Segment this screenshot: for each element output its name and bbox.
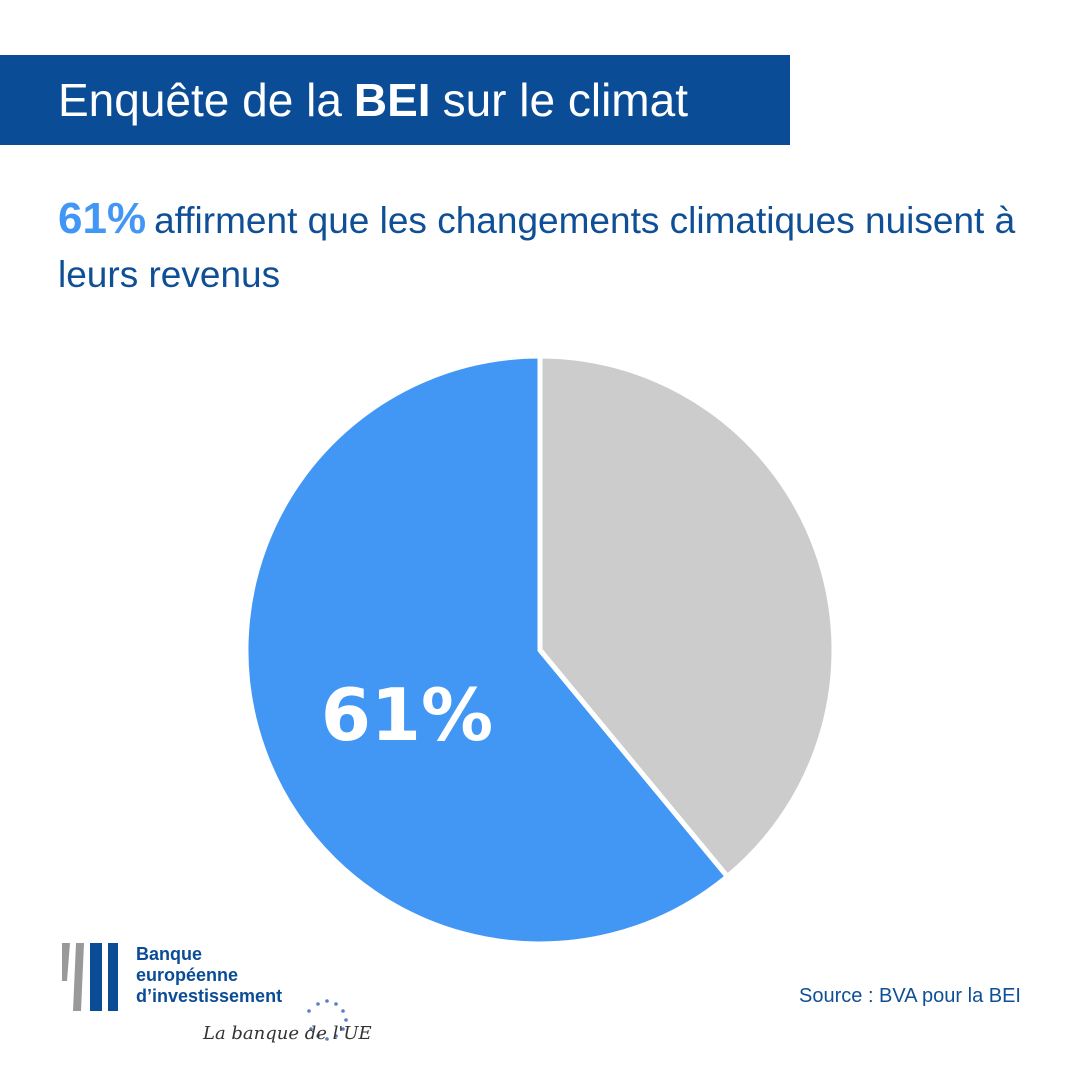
logo-bar-blue-2 — [108, 943, 118, 1011]
logo-tagline: La banque de l'UE — [203, 1023, 372, 1044]
slice-label-0: 61% — [321, 673, 493, 757]
title-prefix: Enquête de la — [58, 74, 342, 126]
logo-line-2: européenne — [136, 965, 239, 985]
pie-slice-1 — [537, 353, 837, 880]
logo-wordmark: Banque européenne d’investissement — [136, 944, 282, 1007]
logo-line-1: Banque — [136, 944, 203, 964]
title-suffix: sur le climat — [442, 74, 688, 126]
pie-slice-0 — [243, 353, 730, 947]
logo-line-3: d’investissement — [136, 986, 283, 1006]
headline-percent: 61% — [58, 194, 147, 243]
title-bold: BEI — [353, 74, 431, 126]
title-banner: Enquête de la BEI sur le climat — [0, 55, 790, 145]
source-note: Source : BVA pour la BEI — [799, 985, 1021, 1007]
eu-stars-icon — [307, 999, 348, 1041]
headline: 61% affirment que les changements climati… — [58, 192, 1018, 302]
logo-bar-blue-1 — [90, 943, 102, 1011]
eib-logo — [62, 943, 348, 1041]
logo-bar-grey-2 — [73, 943, 84, 1011]
headline-text: affirment que les changements climatique… — [58, 200, 1016, 295]
logo-bar-grey-1 — [62, 943, 70, 981]
